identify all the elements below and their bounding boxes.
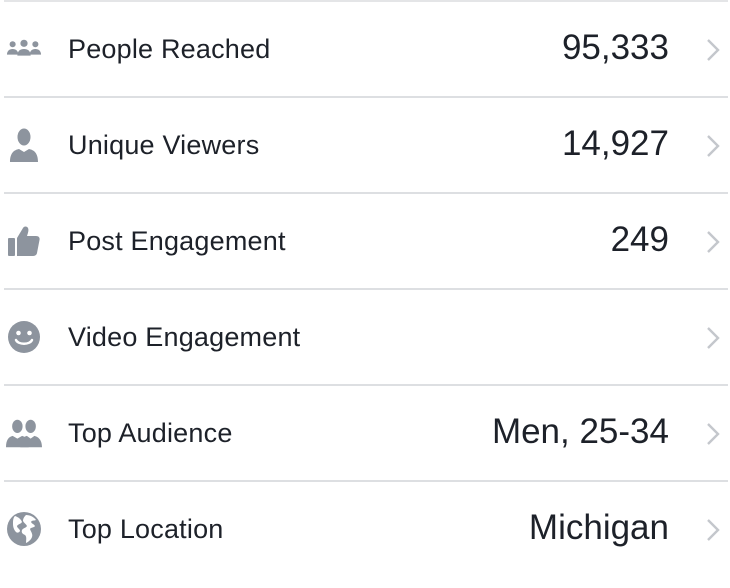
row-label: Unique Viewers [68, 130, 260, 160]
row-top-audience[interactable]: Top Audience Men, 25-34 [4, 386, 728, 482]
two-people-icon [6, 415, 42, 451]
row-label: Video Engagement [68, 322, 301, 352]
row-video-engagement[interactable]: Video Engagement [4, 290, 728, 386]
row-top-location[interactable]: Top Location Michigan [4, 482, 728, 576]
row-value: Michigan [528, 508, 669, 547]
group-icon [6, 31, 42, 67]
chevron-right-icon [707, 423, 720, 445]
row-label: Top Location [68, 514, 224, 544]
top-divider [4, 0, 728, 2]
globe-icon [6, 511, 42, 547]
row-value: 14,927 [561, 124, 669, 163]
row-label: People Reached [68, 34, 271, 64]
row-value: 249 [610, 220, 669, 259]
chevron-right-icon [707, 135, 720, 157]
chevron-right-icon [707, 327, 720, 349]
chevron-right-icon [707, 519, 720, 541]
row-label: Top Audience [68, 418, 233, 448]
row-people-reached[interactable]: People Reached 95,333 [4, 2, 728, 98]
row-post-engagement[interactable]: Post Engagement 249 [4, 194, 728, 290]
row-unique-viewers[interactable]: Unique Viewers 14,927 [4, 98, 728, 194]
person-icon [6, 127, 42, 163]
thumbs-up-icon [6, 223, 42, 259]
row-label: Post Engagement [68, 226, 286, 256]
row-value: 95,333 [561, 28, 669, 67]
chevron-right-icon [707, 39, 720, 61]
row-value: Men, 25-34 [491, 412, 669, 451]
smiley-icon [6, 319, 42, 355]
insights-list: People Reached 95,333 Unique Viewers 14,… [4, 0, 728, 576]
chevron-right-icon [707, 231, 720, 253]
